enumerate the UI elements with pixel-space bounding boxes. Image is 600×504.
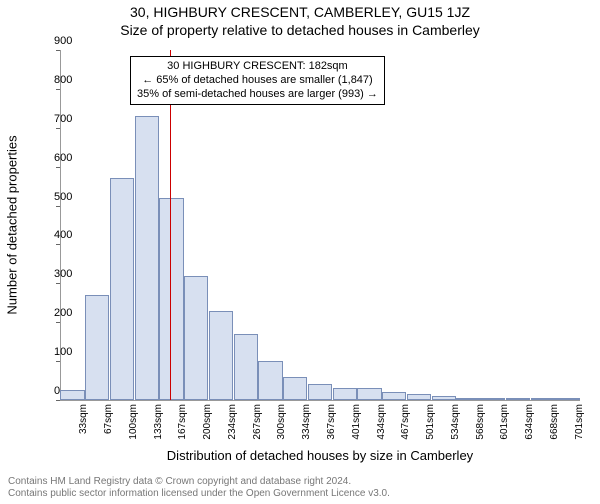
histogram-bar (382, 392, 406, 400)
y-axis-label: Number of detached properties (5, 135, 20, 314)
x-axis-label: Distribution of detached houses by size … (60, 448, 580, 463)
x-tick-label: 568sqm (475, 404, 486, 440)
x-tick-label: 434sqm (376, 404, 387, 440)
x-tick-label: 167sqm (177, 404, 188, 440)
annotation-line: 30 HIGHBURY CRESCENT: 182sqm (137, 60, 378, 74)
histogram-bar (333, 388, 357, 400)
x-tick-label: 133sqm (153, 404, 164, 440)
x-tick-label: 300sqm (276, 404, 287, 440)
histogram-bar (308, 384, 332, 400)
histogram-bar (456, 398, 480, 400)
histogram-bar (357, 388, 381, 400)
histogram-bar (531, 398, 555, 400)
histogram-bar (481, 398, 505, 400)
footer-line2: Contains public sector information licen… (8, 488, 390, 500)
histogram-bar (258, 361, 282, 400)
histogram-bar (209, 311, 233, 400)
chart-title-line2: Size of property relative to detached ho… (0, 22, 600, 38)
histogram-bar (85, 295, 109, 400)
x-tick-label: 200sqm (202, 404, 213, 440)
x-tick-label: 467sqm (400, 404, 411, 440)
histogram-bar (407, 394, 431, 400)
x-tick-label: 601sqm (499, 404, 510, 440)
annotation-line: ← 65% of detached houses are smaller (1,… (137, 74, 378, 88)
x-tick-label: 367sqm (326, 404, 337, 440)
x-tick-label: 234sqm (227, 404, 238, 440)
x-tick-label: 634sqm (524, 404, 535, 440)
histogram-bar (184, 276, 208, 400)
x-tick-label: 534sqm (450, 404, 461, 440)
y-tick-mark (56, 400, 60, 401)
histogram-bar (159, 198, 183, 400)
x-tick-label: 100sqm (128, 404, 139, 440)
histogram-bar (234, 334, 258, 400)
plot-container: Number of detached properties 33sqm67sqm… (60, 50, 580, 430)
x-tick-label: 701sqm (574, 404, 585, 440)
x-tick-label: 401sqm (351, 404, 362, 440)
annotation-box: 30 HIGHBURY CRESCENT: 182sqm← 65% of det… (130, 56, 385, 105)
histogram-bar (432, 396, 456, 400)
histogram-bar (283, 377, 307, 400)
x-tick-label: 33sqm (78, 404, 89, 434)
x-tick-label: 501sqm (425, 404, 436, 440)
histogram-bar (135, 116, 159, 400)
footer-line1: Contains HM Land Registry data © Crown c… (8, 476, 390, 488)
annotation-line: 35% of semi-detached houses are larger (… (137, 88, 378, 102)
histogram-bar (506, 398, 530, 400)
plot-area: 33sqm67sqm100sqm133sqm167sqm200sqm234sqm… (60, 50, 580, 401)
attribution-footer: Contains HM Land Registry data © Crown c… (8, 476, 390, 500)
x-tick-label: 668sqm (549, 404, 560, 440)
x-tick-label: 334sqm (301, 404, 312, 440)
histogram-bar (60, 390, 84, 400)
histogram-bar (555, 398, 579, 400)
histogram-bar (110, 178, 134, 400)
x-tick-label: 67sqm (103, 404, 114, 434)
chart-title-line1: 30, HIGHBURY CRESCENT, CAMBERLEY, GU15 1… (0, 4, 600, 20)
x-tick-label: 267sqm (252, 404, 263, 440)
